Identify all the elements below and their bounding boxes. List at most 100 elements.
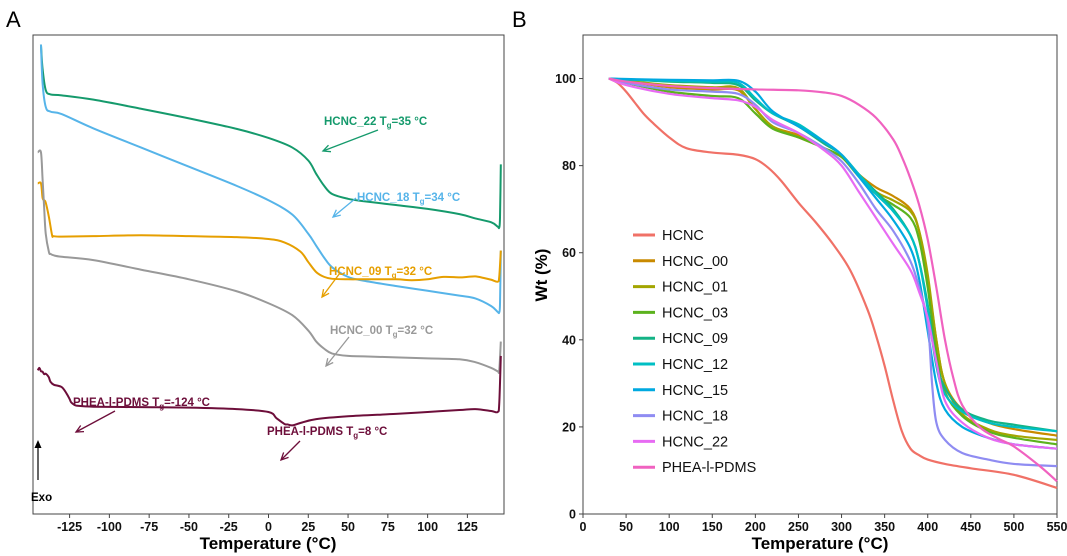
annotation-arrowhead — [331, 209, 341, 218]
annotation-label: PHEA-l-PDMS Tg=-124 °C — [73, 397, 210, 411]
legend-label: HCNC — [662, 228, 704, 244]
dsc-x-axis-title: Temperature (°C) — [200, 534, 337, 553]
tga-y-tick-label: 0 — [569, 508, 576, 522]
annotation-arrow — [75, 410, 116, 433]
annotation-arrow — [321, 272, 341, 298]
tga-series-hcnc-12 — [608, 77, 1058, 433]
tga-curves — [608, 77, 1058, 489]
annotation-arrow — [322, 129, 379, 152]
annotation-hcnc-09: HCNC_09 Tg=32 °C — [321, 266, 432, 299]
annotation-arrowhead — [279, 452, 289, 462]
tga-y-tick-label: 60 — [562, 246, 576, 260]
annotation-label: HCNC_18 Tg=34 °C — [357, 192, 460, 206]
tga-series-hcnc-15 — [608, 77, 1058, 450]
tga-x-tick-label: 350 — [874, 520, 895, 534]
tga-x-axis-title: Temperature (°C) — [752, 534, 889, 553]
tga-x-tick-label: 150 — [702, 520, 723, 534]
tga-y-tick-label: 80 — [562, 159, 576, 173]
annotation-phea-low: PHEA-l-PDMS Tg=-124 °C — [73, 397, 210, 433]
annotation-phea-high: PHEA-l-PDMS Tg=8 °C — [267, 426, 387, 462]
tga-series-hcnc-18 — [608, 77, 1058, 468]
tga-plot-frame — [582, 34, 1058, 515]
legend-label: HCNC_18 — [662, 409, 728, 425]
legend-label: HCNC_22 — [662, 434, 728, 450]
annotation-arrowhead — [74, 425, 85, 433]
annotation-arrow — [325, 336, 350, 367]
legend-item-hcnc-18: HCNC_18 — [633, 409, 728, 425]
tga-y-tick-label: 20 — [562, 420, 576, 434]
dsc-x-tick-label: 25 — [301, 520, 315, 534]
legend-item-hcnc-00: HCNC_00 — [633, 254, 728, 270]
tga-x-tick-label: 200 — [745, 520, 766, 534]
dsc-x-tick-label: 100 — [417, 520, 438, 534]
dsc-series-hcnc-22 — [39, 44, 502, 230]
legend-item-hcnc-22: HCNC_22 — [633, 434, 728, 450]
tga-x-tick-label: 450 — [960, 520, 981, 534]
annotation-label: HCNC_22 Tg=35 °C — [324, 116, 427, 130]
exo-arrow-head — [34, 440, 42, 448]
dsc-x-tick-label: -100 — [97, 520, 122, 534]
tga-chart: 0 50 100 150 200 250 300 350 400 450 500 550 0 20 40 60… — [532, 34, 1067, 553]
legend-label: HCNC_12 — [662, 357, 728, 373]
dsc-series-hcnc-00 — [37, 149, 502, 374]
legend-label: HCNC_15 — [662, 383, 728, 399]
dsc-x-axis: -125 -100 -75 -50 -25 0 25 50 75 100 125 — [57, 514, 478, 534]
exo-marker: Exo — [31, 440, 52, 504]
panel-letter-b: B — [512, 7, 527, 32]
annotation-hcnc-22: HCNC_22 Tg=35 °C — [321, 116, 427, 153]
tga-x-tick-label: 50 — [619, 520, 633, 534]
dsc-series-phea-l-pdms — [36, 355, 502, 427]
legend-label: HCNC_00 — [662, 254, 728, 270]
dsc-x-tick-label: 75 — [381, 520, 395, 534]
legend-item-phea-l-pdms: PHEA-l-PDMS — [633, 460, 756, 476]
dsc-series-hcnc-18 — [39, 44, 502, 315]
annotation-arrow — [280, 440, 301, 461]
tga-y-axis-title: Wt (%) — [532, 249, 551, 302]
legend-label: HCNC_09 — [662, 331, 728, 347]
annotation-arrow — [332, 197, 357, 218]
legend-item-hcnc-12: HCNC_12 — [633, 357, 728, 373]
annotation-arrowhead — [321, 289, 330, 299]
annotation-arrowhead — [325, 358, 334, 368]
annotation-hcnc-18: HCNC_18 Tg=34 °C — [331, 192, 460, 218]
dsc-series-hcnc-09 — [37, 181, 502, 283]
dsc-x-tick-label: 125 — [457, 520, 478, 534]
annotation-arrowhead — [321, 144, 332, 153]
legend-item-hcnc: HCNC — [633, 228, 704, 244]
tga-x-tick-label: 300 — [831, 520, 852, 534]
dsc-x-tick-label: -125 — [57, 520, 82, 534]
tga-y-tick-label: 100 — [555, 72, 576, 86]
tga-series-phea-l-pdms — [608, 77, 1058, 483]
tga-axes: 0 50 100 150 200 250 300 350 400 450 500 550 0 20 40 60… — [555, 72, 1067, 534]
exo-label: Exo — [31, 492, 52, 504]
legend-item-hcnc-09: HCNC_09 — [633, 331, 728, 347]
legend-label: HCNC_03 — [662, 305, 728, 321]
legend-item-hcnc-03: HCNC_03 — [633, 305, 728, 321]
dsc-x-tick-label: -50 — [180, 520, 198, 534]
dsc-x-tick-label: 50 — [341, 520, 355, 534]
dsc-annotations: HCNC_22 Tg=35 °C HCNC_18 Tg=34 °C HCNC_09 … — [73, 116, 460, 462]
tga-x-tick-label: 500 — [1003, 520, 1024, 534]
tga-x-tick-label: 100 — [659, 520, 680, 534]
dsc-curves — [36, 44, 502, 427]
tga-x-tick-label: 0 — [580, 520, 587, 534]
annotation-label: HCNC_09 Tg=32 °C — [329, 266, 432, 280]
tga-series-hcnc — [608, 77, 1058, 489]
legend-item-hcnc-15: HCNC_15 — [633, 383, 728, 399]
tga-x-tick-label: 250 — [788, 520, 809, 534]
tga-x-tick-label: 550 — [1047, 520, 1067, 534]
tga-legend: HCNC HCNC_00 HCNC_01 HCNC_03 HCNC_09 HCNC_12 H… — [633, 228, 756, 476]
tga-y-tick-label: 40 — [562, 333, 576, 347]
dsc-x-tick-label: -25 — [220, 520, 238, 534]
dsc-x-tick-label: -75 — [140, 520, 158, 534]
annotation-hcnc-00: HCNC_00 Tg=32 °C — [325, 325, 433, 368]
annotation-label: HCNC_00 Tg=32 °C — [330, 325, 433, 339]
panel-letter-a: A — [6, 7, 21, 32]
annotation-label: PHEA-l-PDMS Tg=8 °C — [267, 426, 387, 440]
legend-label: HCNC_01 — [662, 280, 728, 296]
legend-label: PHEA-l-PDMS — [662, 460, 756, 476]
dsc-plot-frame — [32, 34, 505, 515]
dsc-chart: -125 -100 -75 -50 -25 0 25 50 75 100 125 HCNC_22 T… — [31, 34, 505, 553]
legend-item-hcnc-01: HCNC_01 — [633, 280, 728, 296]
